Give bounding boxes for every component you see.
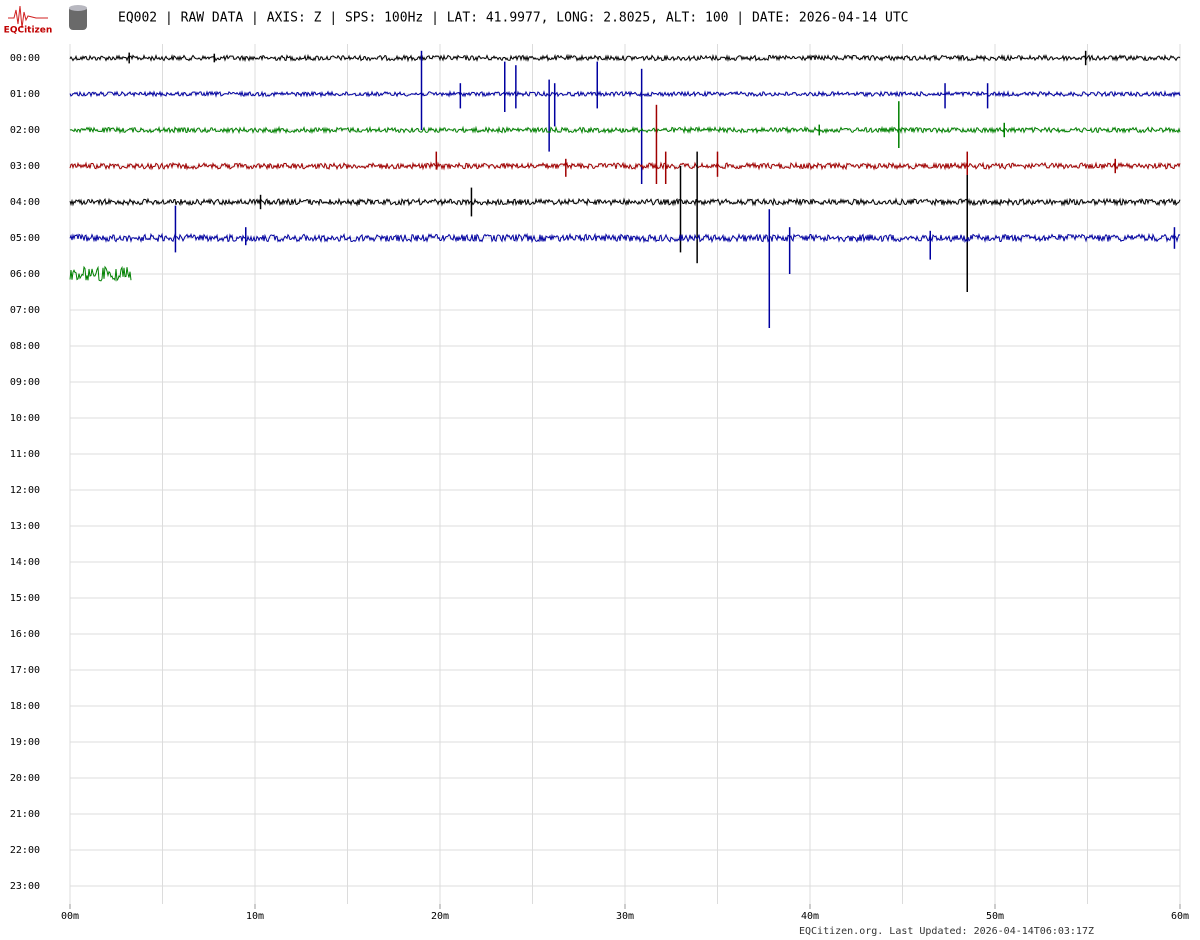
sensor-icon-top <box>69 5 87 11</box>
x-tick-label: 00m <box>61 911 79 922</box>
y-tick-label: 01:00 <box>10 89 40 100</box>
logo: EQCitizen <box>4 5 87 36</box>
x-tick-label: 10m <box>246 911 264 922</box>
y-tick-label: 18:00 <box>10 701 40 712</box>
y-tick-label: 05:00 <box>10 233 40 244</box>
y-tick-label: 16:00 <box>10 629 40 640</box>
y-tick-label: 14:00 <box>10 557 40 568</box>
y-tick-label: 23:00 <box>10 881 40 892</box>
y-tick-label: 13:00 <box>10 521 40 532</box>
y-tick-label: 12:00 <box>10 485 40 496</box>
trace <box>69 53 1181 63</box>
x-tick-label: 60m <box>1171 911 1189 922</box>
trace <box>69 125 1181 135</box>
x-tick-label: 50m <box>986 911 1004 922</box>
sensor-icon <box>69 6 87 30</box>
logo-wave <box>8 5 48 29</box>
y-tick-label: 08:00 <box>10 341 40 352</box>
y-tick-label: 07:00 <box>10 305 40 316</box>
logo-text: EQCitizen <box>4 26 53 36</box>
y-tick-label: 11:00 <box>10 449 40 460</box>
chart-title: EQ002 | RAW DATA | AXIS: Z | SPS: 100Hz … <box>118 11 909 26</box>
y-tick-label: 03:00 <box>10 161 40 172</box>
trace <box>69 265 132 282</box>
y-tick-label: 06:00 <box>10 269 40 280</box>
y-tick-label: 17:00 <box>10 665 40 676</box>
y-tick-label: 02:00 <box>10 125 40 136</box>
trace <box>69 89 1181 99</box>
y-tick-label: 00:00 <box>10 53 40 64</box>
y-tick-label: 04:00 <box>10 197 40 208</box>
trace <box>69 232 1181 244</box>
y-tick-label: 20:00 <box>10 773 40 784</box>
x-tick-label: 20m <box>431 911 449 922</box>
y-tick-label: 19:00 <box>10 737 40 748</box>
x-tick-label: 30m <box>616 911 634 922</box>
y-tick-label: 22:00 <box>10 845 40 856</box>
footer: EQCitizen.org. Last Updated: 2026-04-14T… <box>799 926 1094 937</box>
trace <box>69 197 1181 207</box>
trace <box>69 161 1181 171</box>
y-tick-label: 21:00 <box>10 809 40 820</box>
y-tick-label: 10:00 <box>10 413 40 424</box>
y-tick-label: 15:00 <box>10 593 40 604</box>
y-tick-label: 09:00 <box>10 377 40 388</box>
x-tick-label: 40m <box>801 911 819 922</box>
